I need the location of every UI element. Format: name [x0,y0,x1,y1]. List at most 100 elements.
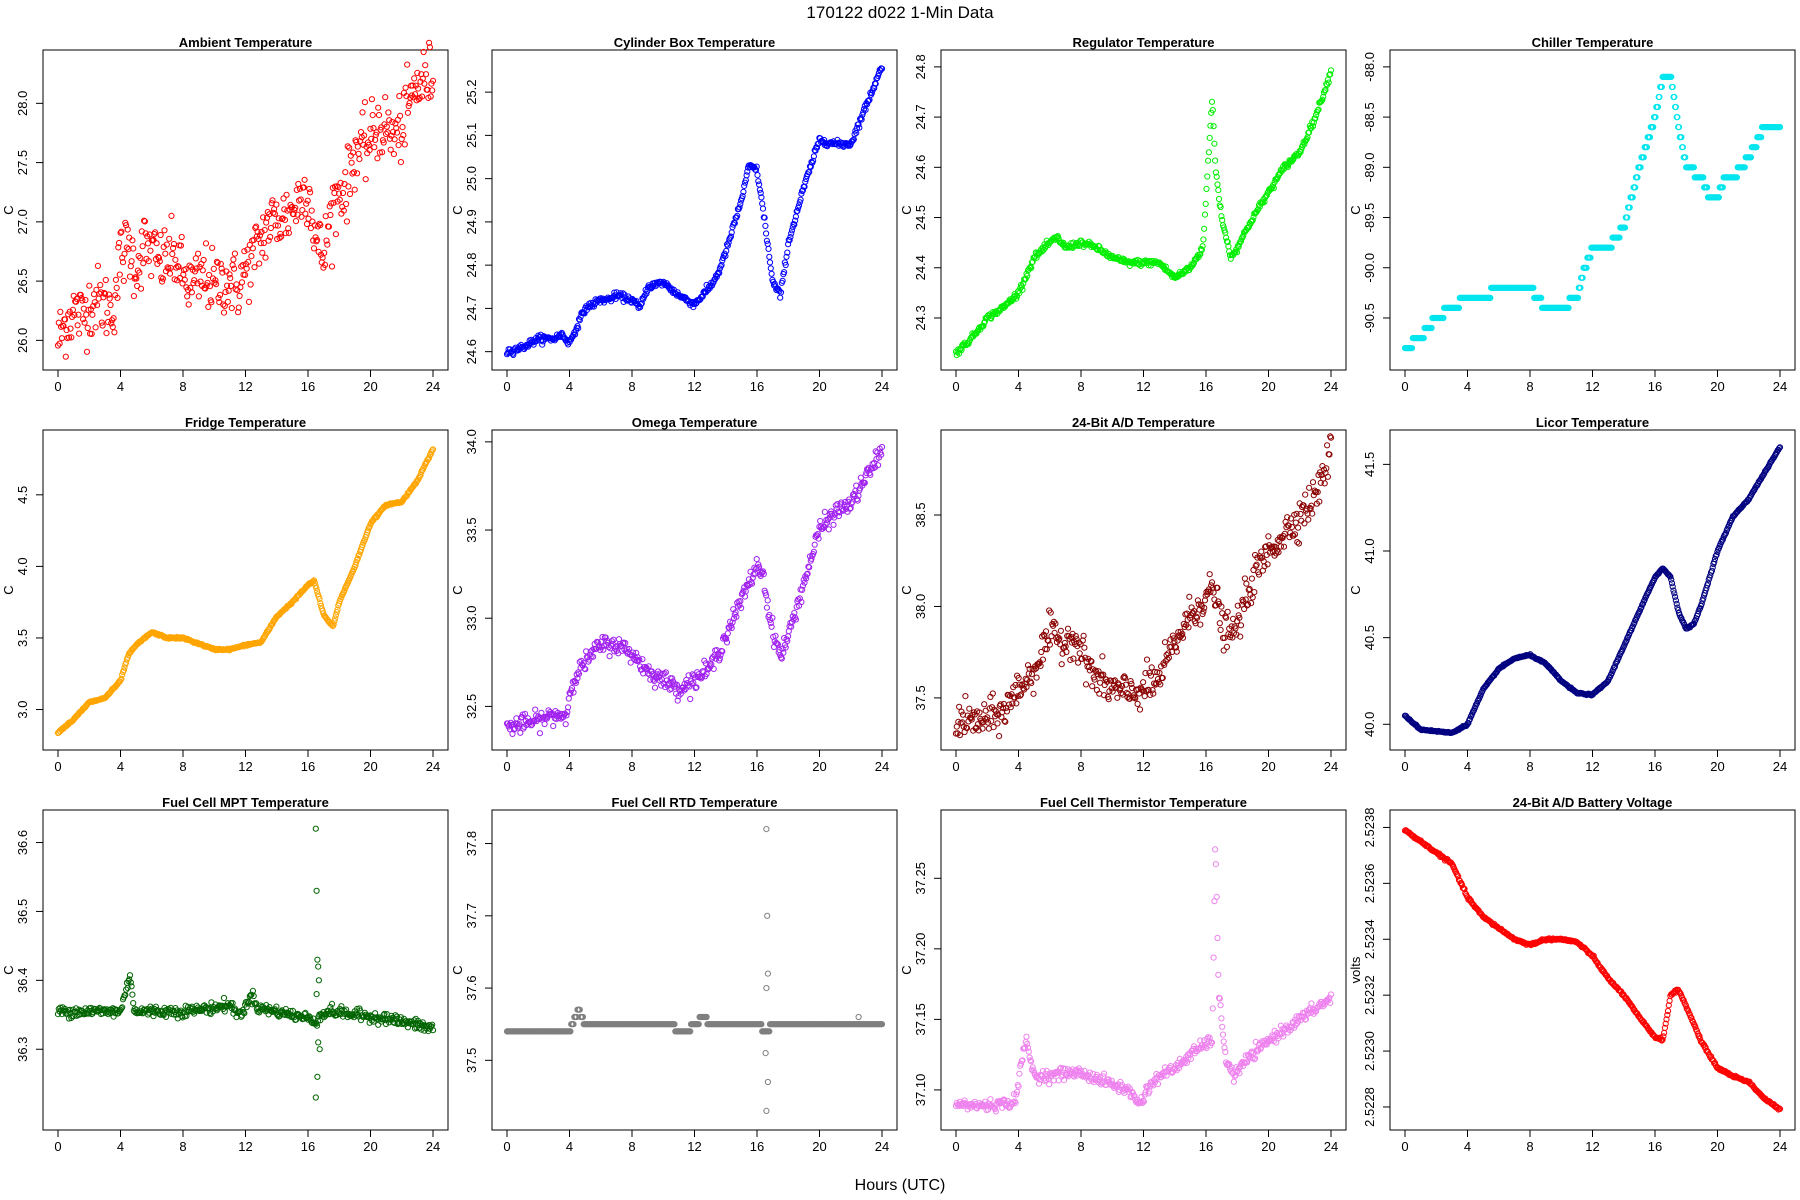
data-point [287,1007,294,1015]
data-point [238,263,245,270]
data-point [387,146,394,153]
data-point [203,1009,210,1016]
data-point [1218,213,1225,220]
data-point [106,295,113,302]
data-point [1114,694,1121,701]
data-point [58,335,66,342]
data-point [1316,498,1323,505]
data-point [1141,693,1148,700]
data-point [1164,656,1171,663]
data-point [1057,627,1065,634]
x-tick-label: 4 [1015,759,1022,774]
data-point [1577,284,1584,291]
data-point [183,1012,190,1020]
data-point [293,186,300,193]
y-tick-label: -89.5 [1362,203,1377,233]
x-tick-label: 8 [179,1139,186,1154]
data-point [62,353,69,360]
data-point [733,613,740,620]
data-point [285,229,292,236]
data-point [956,703,963,710]
data-point [1199,243,1206,250]
data-point [110,1013,117,1020]
data-point [1099,653,1106,660]
data-point [1285,522,1292,529]
y-axis-label: C [1,965,16,974]
y-tick-label: -90.0 [1362,253,1377,283]
data-point [130,245,137,252]
data-point [383,123,390,130]
data-point [278,216,285,223]
data-point [157,231,164,239]
data-point [1280,543,1288,550]
data-point [1637,164,1644,171]
data-point [985,719,992,726]
data-point [321,249,328,256]
plot-frame [491,49,898,371]
data-point [94,302,101,309]
common-x-axis-label: Hours (UTC) [855,1177,946,1194]
data-point [1204,173,1211,180]
data-point [1629,194,1636,201]
data-point [1302,491,1309,498]
data-point [343,218,350,225]
y-tick-label: 36.3 [15,1037,30,1062]
data-point [835,512,843,520]
data-point [1075,659,1082,666]
data-point [1087,657,1094,664]
data-point [514,720,521,728]
data-point [579,1013,587,1021]
data-point [152,229,159,236]
data-point [123,986,130,993]
data-point [354,170,361,177]
data-point [1324,473,1332,480]
data-point [117,229,124,236]
data-point [421,80,428,87]
data-point [1074,643,1081,650]
data-point [181,276,188,283]
x-tick-label: 16 [1648,759,1662,774]
data-point [273,1003,280,1010]
data-point [190,280,197,287]
data-point [202,240,210,247]
x-tick-label: 24 [426,759,440,774]
data-point [367,125,374,132]
data-point [1650,124,1657,131]
data-point [1715,194,1723,201]
x-tick-label: 0 [54,1139,61,1154]
data-point [777,654,785,661]
data-point [366,147,373,154]
data-point [1244,601,1252,608]
data-point [245,298,253,305]
data-point [108,320,115,327]
data-point [60,323,67,330]
data-point [536,730,544,737]
data-point [715,269,722,276]
data-point [1259,554,1266,561]
data-point [393,129,401,136]
data-point [1220,647,1227,654]
data-point [1324,442,1331,449]
data-point [1223,614,1230,621]
data-point [1420,335,1427,342]
y-tick-label: 24.7 [913,104,928,129]
data-point [65,334,73,341]
data-point [1136,706,1144,713]
data-point [126,972,134,979]
data-point [563,712,570,719]
data-point [85,306,92,313]
y-tick-label: 25.1 [464,123,479,148]
data-point [1058,661,1065,668]
data-point [586,651,594,658]
data-point [426,452,433,459]
data-point [119,259,127,266]
data-point [736,204,743,211]
data-point [813,144,821,151]
data-point [374,155,381,162]
data-point [1747,154,1755,161]
data-point [1206,134,1213,141]
data-point [1237,238,1245,245]
